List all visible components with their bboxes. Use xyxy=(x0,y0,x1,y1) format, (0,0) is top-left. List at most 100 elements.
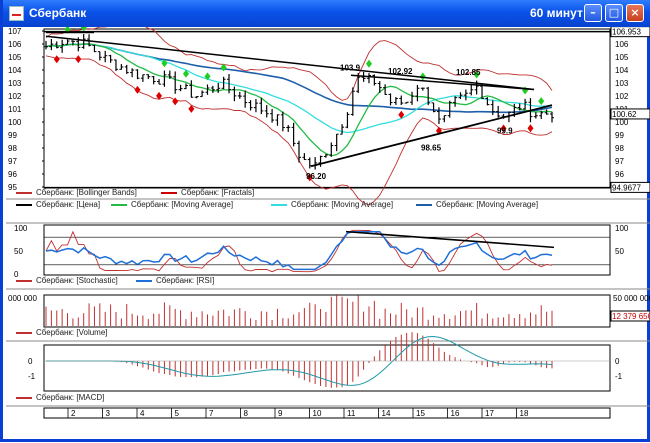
chart-area: 107 106 105 104 103 102 101 100 99 98 97 96 95 106 105… xyxy=(6,22,650,439)
legend-swatch xyxy=(16,279,32,282)
price-tick-label: 96 xyxy=(8,170,17,179)
maximize-button[interactable]: □ xyxy=(605,4,623,22)
x-axis-day-label: 9 xyxy=(278,409,283,418)
price-right-tick-label: 105 xyxy=(615,53,629,62)
price-right-tick-label: 99 xyxy=(615,131,624,140)
x-axis-day-label: 18 xyxy=(520,409,529,418)
resistance-trend-line xyxy=(45,35,535,91)
fractal-down-marker xyxy=(53,55,60,64)
fractal-up-marker xyxy=(538,97,545,106)
bottom-value-box xyxy=(610,181,650,193)
price-tick-label: 104 xyxy=(8,66,22,75)
oscillator-right-tick-label: 100 xyxy=(615,224,629,233)
legend-entry[interactable]: Сбербанк: [Moving Average] xyxy=(111,200,233,209)
x-axis-day-label: 16 xyxy=(451,409,460,418)
x-axis-day-label: 8 xyxy=(244,409,249,418)
x-axis-frame xyxy=(43,407,611,419)
x-axis-day-label: 17 xyxy=(485,409,494,418)
fractal-up-marker xyxy=(419,72,426,81)
current-price-box xyxy=(610,108,650,120)
current-price-label: 100.62 xyxy=(612,110,637,119)
window-title: Сбербанк xyxy=(29,6,87,20)
macd-signal-line xyxy=(46,335,553,386)
price-annotation: 98.65 xyxy=(421,144,442,153)
price-annotation: 99.9 xyxy=(497,127,513,136)
legend-entry[interactable]: Сбербанк: [Moving Average] xyxy=(416,200,538,209)
price-annotation: 102.85 xyxy=(456,68,481,77)
legend-swatch xyxy=(161,191,177,194)
x-axis-day-label: 7 xyxy=(209,409,214,418)
price-tick-label: 98 xyxy=(8,144,17,153)
fractal-up-marker xyxy=(220,63,227,72)
price-tick-label: 103 xyxy=(8,79,22,88)
close-button[interactable]: × xyxy=(626,4,644,22)
legend-entry[interactable]: Сбербанк: [RSI] xyxy=(136,276,214,285)
legend-text: Сбербанк: [Bollinger Bands] xyxy=(36,188,137,197)
support-trend-line xyxy=(310,104,553,168)
oscillator-tick-label: 50 xyxy=(14,247,23,256)
fractal-down-marker xyxy=(527,124,534,133)
price-tick-label: 105 xyxy=(8,53,22,62)
x-axis-day-label: 11 xyxy=(347,409,356,418)
fractal-down-marker xyxy=(188,104,195,113)
bottom-value-label: 94.9677 xyxy=(612,183,641,192)
stochastic-line xyxy=(45,229,553,273)
legend-entry[interactable]: Сбербанк: [Bollinger Bands] xyxy=(16,188,137,197)
legend-text: Сбербанк: [Volume] xyxy=(36,328,108,337)
price-tick-label: 97 xyxy=(8,157,17,166)
legend-text: Сбербанк: [Moving Average] xyxy=(291,200,394,209)
price-tick-label: 100 xyxy=(8,118,22,127)
price-tick-label: 107 xyxy=(8,27,22,36)
price-tick-label: 101 xyxy=(8,105,22,114)
volume-current-label: 12 379 656 xyxy=(612,312,650,321)
legend-swatch xyxy=(271,203,287,206)
volume-right-tick-label: 50 000 000 xyxy=(613,294,650,303)
legend-swatch xyxy=(16,331,32,334)
price-right-tick-label: 103 xyxy=(615,79,629,88)
oscillator-panel-frame xyxy=(43,224,611,276)
resistance-trend-line xyxy=(350,74,535,91)
timeframe-label: 60 минут xyxy=(530,6,583,20)
x-axis-day-label: 4 xyxy=(140,409,145,418)
volume-current-box xyxy=(610,310,650,322)
title-bar[interactable]: Сбербанк 60 минут – □ × xyxy=(3,0,650,27)
fractal-up-marker xyxy=(161,59,168,68)
x-axis-day-label: 2 xyxy=(71,409,76,418)
legend-entry[interactable]: Сбербанк: [Volume] xyxy=(16,328,108,337)
fractal-up-marker xyxy=(182,69,189,78)
oscillator-tick-label: 100 xyxy=(14,224,28,233)
legend-swatch xyxy=(136,279,152,282)
price-right-tick-label: 98 xyxy=(615,144,624,153)
x-axis-day-label: 14 xyxy=(382,409,391,418)
legend-swatch xyxy=(416,203,432,206)
price-tick-label: 106 xyxy=(8,40,22,49)
x-axis-day-label: 5 xyxy=(175,409,180,418)
volume-panel-frame xyxy=(43,294,611,328)
macd-tick-label: 0 xyxy=(28,357,33,366)
legend-text: Сбербанк: [RSI] xyxy=(156,276,215,285)
macd-right-tick-label: -1 xyxy=(615,372,623,381)
oscillator-tick-label: 0 xyxy=(14,270,19,279)
legend-text: Сбербанк: [Цена] xyxy=(36,200,101,209)
legend-entry[interactable]: Сбербанк: [MACD] xyxy=(16,393,104,402)
price-annotation: 103.9 xyxy=(340,64,361,73)
macd-right-tick-label: 0 xyxy=(615,357,620,366)
legend-entry[interactable]: Сбербанк: [Цена] xyxy=(16,200,100,209)
fractal-down-marker xyxy=(134,85,141,94)
moving-average-fast-line xyxy=(45,43,553,157)
x-axis-day-label: 15 xyxy=(416,409,425,418)
legend-entry[interactable]: Сбербанк: [Stochastic] xyxy=(16,276,118,285)
x-axis-day-label: 10 xyxy=(313,409,322,418)
fractal-up-marker xyxy=(365,59,372,68)
minimize-button[interactable]: – xyxy=(584,4,602,22)
legend-entry[interactable]: Сбербанк: [Fractals] xyxy=(161,188,254,197)
volume-tick-label: 000 000 xyxy=(8,294,37,303)
moving-average-mid-line xyxy=(45,43,553,134)
legend-text: Сбербанк: [Moving Average] xyxy=(436,200,539,209)
legend-entry[interactable]: Сбербанк: [Moving Average] xyxy=(271,200,393,209)
chart-canvas[interactable]: 1071061051041031021011009998979695106105… xyxy=(6,22,650,439)
macd-panel-frame xyxy=(43,344,611,392)
price-tick-label: 95 xyxy=(8,183,17,192)
legend-swatch xyxy=(16,203,32,206)
